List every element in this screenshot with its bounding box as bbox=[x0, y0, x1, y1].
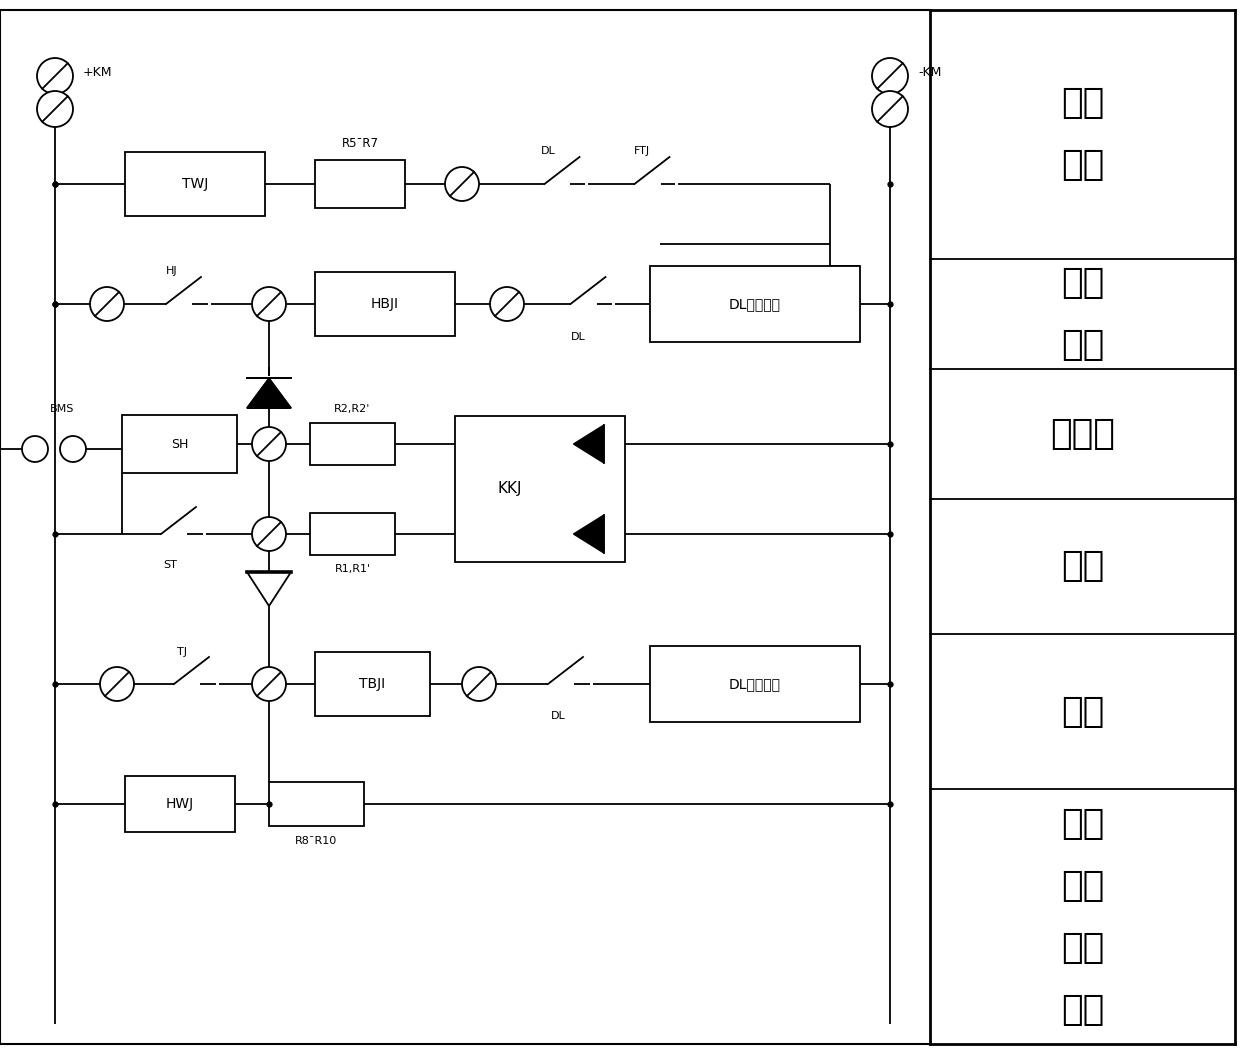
Circle shape bbox=[872, 91, 908, 126]
Circle shape bbox=[252, 667, 286, 701]
Text: TBJI: TBJI bbox=[360, 677, 386, 691]
Circle shape bbox=[445, 167, 479, 201]
Text: SH: SH bbox=[171, 437, 188, 450]
Text: 合位: 合位 bbox=[1061, 931, 1104, 964]
Circle shape bbox=[60, 436, 86, 462]
Text: 跳闸: 跳闸 bbox=[1061, 868, 1104, 902]
Bar bbox=[315, 272, 455, 336]
Text: 手跳: 手跳 bbox=[1061, 695, 1104, 728]
Bar bbox=[650, 646, 861, 722]
Text: TWJ: TWJ bbox=[182, 177, 208, 191]
Text: TJ: TJ bbox=[177, 647, 187, 657]
Text: 保护: 保护 bbox=[1061, 806, 1104, 840]
Circle shape bbox=[37, 91, 73, 126]
Text: DL: DL bbox=[570, 332, 585, 341]
Circle shape bbox=[872, 58, 908, 94]
Polygon shape bbox=[573, 515, 604, 553]
Bar bbox=[310, 513, 396, 555]
Bar bbox=[125, 152, 265, 216]
Polygon shape bbox=[573, 425, 604, 463]
Text: R1,R1': R1,R1' bbox=[335, 564, 371, 574]
Bar bbox=[315, 160, 405, 208]
Text: DL合闸机构: DL合闸机构 bbox=[729, 297, 781, 311]
Circle shape bbox=[463, 667, 496, 701]
Bar bbox=[315, 652, 430, 716]
Circle shape bbox=[252, 518, 286, 551]
Text: R8¯R10: R8¯R10 bbox=[295, 836, 337, 846]
Text: DL: DL bbox=[541, 147, 556, 156]
Text: HJ: HJ bbox=[166, 266, 177, 276]
Circle shape bbox=[91, 287, 124, 321]
Circle shape bbox=[37, 58, 73, 94]
Text: 重合闸: 重合闸 bbox=[1050, 417, 1115, 451]
Circle shape bbox=[100, 667, 134, 701]
Text: -KM: -KM bbox=[918, 65, 941, 78]
Text: BMS: BMS bbox=[50, 404, 74, 414]
Bar bbox=[650, 266, 861, 341]
Text: 监视: 监视 bbox=[1061, 328, 1104, 362]
Polygon shape bbox=[247, 378, 291, 408]
Bar bbox=[310, 423, 396, 465]
Bar bbox=[269, 782, 365, 826]
Text: 电源: 电源 bbox=[1061, 149, 1104, 182]
Circle shape bbox=[252, 287, 286, 321]
Text: R2,R2': R2,R2' bbox=[335, 404, 371, 414]
Circle shape bbox=[252, 427, 286, 461]
Text: DL: DL bbox=[551, 711, 565, 721]
Text: HWJ: HWJ bbox=[166, 797, 195, 811]
Bar bbox=[455, 416, 625, 562]
Circle shape bbox=[22, 436, 48, 462]
Text: 控制: 控制 bbox=[1061, 86, 1104, 120]
Text: 跳位: 跳位 bbox=[1061, 266, 1104, 300]
Bar bbox=[122, 415, 237, 473]
Bar bbox=[125, 776, 236, 832]
Text: KKJ: KKJ bbox=[497, 482, 522, 496]
Text: FTJ: FTJ bbox=[634, 147, 650, 156]
Text: 手合: 手合 bbox=[1061, 549, 1104, 584]
Text: ST: ST bbox=[164, 560, 177, 570]
Text: DL跳闸机构: DL跳闸机构 bbox=[729, 677, 781, 691]
Text: +KM: +KM bbox=[83, 65, 113, 78]
Circle shape bbox=[490, 287, 525, 321]
Text: 监视: 监视 bbox=[1061, 993, 1104, 1027]
Text: R5¯R7: R5¯R7 bbox=[341, 137, 378, 150]
Text: HBJI: HBJI bbox=[371, 297, 399, 311]
